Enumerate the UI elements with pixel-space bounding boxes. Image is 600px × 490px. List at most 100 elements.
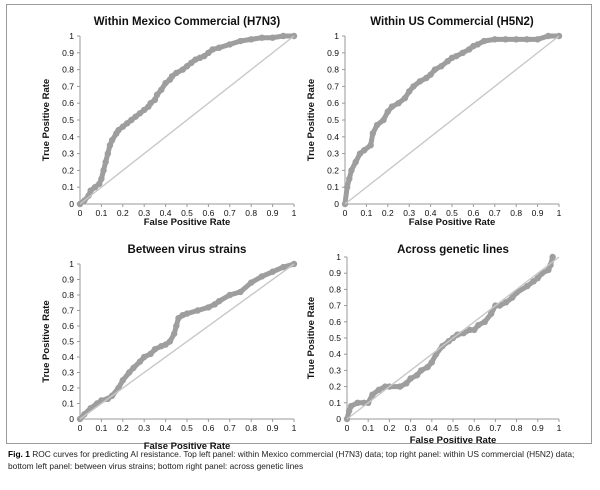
y-tick-label: 0.2 <box>327 165 339 175</box>
x-tick-label: 0 <box>78 423 83 433</box>
x-tick-label: 0.4 <box>426 423 438 433</box>
x-tick-label: 0.2 <box>382 208 394 218</box>
chance-diagonal-line <box>346 256 560 420</box>
y-tick-label: 0.1 <box>62 182 74 192</box>
roc-point <box>108 136 116 144</box>
x-tick-label: 0.3 <box>405 423 417 433</box>
roc-point <box>126 369 133 376</box>
x-tick-label: 0.5 <box>446 208 458 218</box>
x-tick-label: 0.8 <box>511 423 523 433</box>
y-tick-label: 0.1 <box>327 182 339 192</box>
y-tick-label: 0.7 <box>62 306 74 316</box>
roc-point <box>269 34 276 41</box>
x-tick-label: 0.7 <box>224 423 236 433</box>
panel-bottom-right: Across genetic lines 0 0.1 0.2 0.3 0.4 0.5 0.6 0… <box>306 244 562 446</box>
roc-point <box>369 130 377 137</box>
x-tick-label: 0.8 <box>245 208 257 218</box>
y-tick-label: 0.6 <box>62 98 74 108</box>
x-tick-label: 0.1 <box>360 208 372 218</box>
roc-point <box>269 268 276 275</box>
roc-point <box>115 126 122 134</box>
roc-point <box>147 350 154 358</box>
roc-point <box>173 69 180 77</box>
chance-diagonal-line <box>79 263 295 420</box>
roc-point <box>153 91 161 99</box>
figure-frame: Within Mexico Commercial (H7N3) 0 0.1 0.2 0.… <box>6 4 592 452</box>
roc-point <box>166 338 174 345</box>
roc-point <box>465 46 473 53</box>
x-axis-label: False Positive Rate <box>410 435 497 446</box>
roc-point <box>179 66 186 73</box>
roc-point <box>410 83 417 90</box>
roc-point <box>170 330 178 337</box>
y-tick-label: 0.7 <box>62 81 74 91</box>
y-tick-label: 0.8 <box>62 290 74 300</box>
x-axis-label: False Positive Rate <box>144 441 231 452</box>
roc-point <box>373 121 381 129</box>
roc-point <box>168 73 176 80</box>
roc-point <box>91 184 99 191</box>
y-tick-label: 0 <box>69 414 74 424</box>
y-tick-label: 1 <box>69 31 74 41</box>
roc-point <box>151 96 159 104</box>
roc-point <box>545 32 552 40</box>
roc-point <box>407 375 414 382</box>
x-tick-label: 0.6 <box>468 423 480 433</box>
x-tick-label: 0.9 <box>532 208 544 218</box>
roc-point <box>352 158 359 166</box>
roc-point <box>380 116 387 124</box>
roc-point <box>132 113 139 120</box>
y-axis-label: True Positive Rate <box>41 79 52 161</box>
x-tick-label: 0.1 <box>95 208 107 218</box>
y-tick-label: 0.5 <box>62 115 74 125</box>
roc-point <box>523 36 531 43</box>
y-tick-label: 0.1 <box>329 398 341 408</box>
roc-point <box>403 380 410 387</box>
x-tick-label: 0.4 <box>160 423 172 433</box>
roc-point <box>471 326 478 334</box>
roc-point <box>100 167 107 174</box>
roc-point <box>87 187 94 194</box>
roc-point <box>81 411 88 418</box>
chance-diagonal-line <box>344 35 560 205</box>
roc-point <box>215 298 223 305</box>
x-tick-label: 0.9 <box>267 423 279 433</box>
y-tick-label: 0.8 <box>327 65 339 75</box>
roc-point <box>509 294 516 301</box>
roc-point <box>549 253 556 261</box>
roc-point <box>459 49 466 56</box>
x-tick-label: 0.6 <box>202 423 214 433</box>
roc-point <box>356 150 364 157</box>
roc-point <box>136 110 144 117</box>
panel-top-right: Within US Commercial (H5N2) 0 0.1 0.2 0.3 0.4… <box>306 16 563 228</box>
roc-point <box>345 407 353 415</box>
roc-point <box>513 36 520 43</box>
roc-point <box>438 63 445 70</box>
roc-point <box>502 299 510 306</box>
roc-point <box>141 353 148 361</box>
y-tick-label: 0.2 <box>62 165 74 175</box>
x-tick-label: 0.8 <box>245 423 257 433</box>
roc-point <box>258 273 266 280</box>
x-tick-label: 0.5 <box>181 208 193 218</box>
x-tick-label: 0.2 <box>383 423 395 433</box>
roc-point <box>119 123 127 130</box>
chance-diagonal-line <box>79 35 295 205</box>
y-tick-label: 0.8 <box>62 65 74 75</box>
y-tick-label: 0.7 <box>329 301 341 311</box>
roc-point <box>388 103 396 110</box>
y-tick-label: 0 <box>334 199 339 209</box>
roc-point <box>502 36 509 43</box>
y-tick-label: 0.3 <box>327 149 339 159</box>
roc-point <box>215 44 223 51</box>
y-axis-label: True Positive Rate <box>306 79 317 161</box>
roc-point <box>205 304 212 311</box>
x-tick-label: 0.7 <box>224 208 236 218</box>
roc-point <box>418 367 425 374</box>
roc-point <box>280 32 287 40</box>
roc-point <box>354 399 361 406</box>
x-tick-label: 1 <box>557 208 562 218</box>
chart-title: Within Mexico Commercial (H7N3) <box>94 16 281 28</box>
roc-point <box>423 74 430 82</box>
roc-point <box>147 100 154 107</box>
